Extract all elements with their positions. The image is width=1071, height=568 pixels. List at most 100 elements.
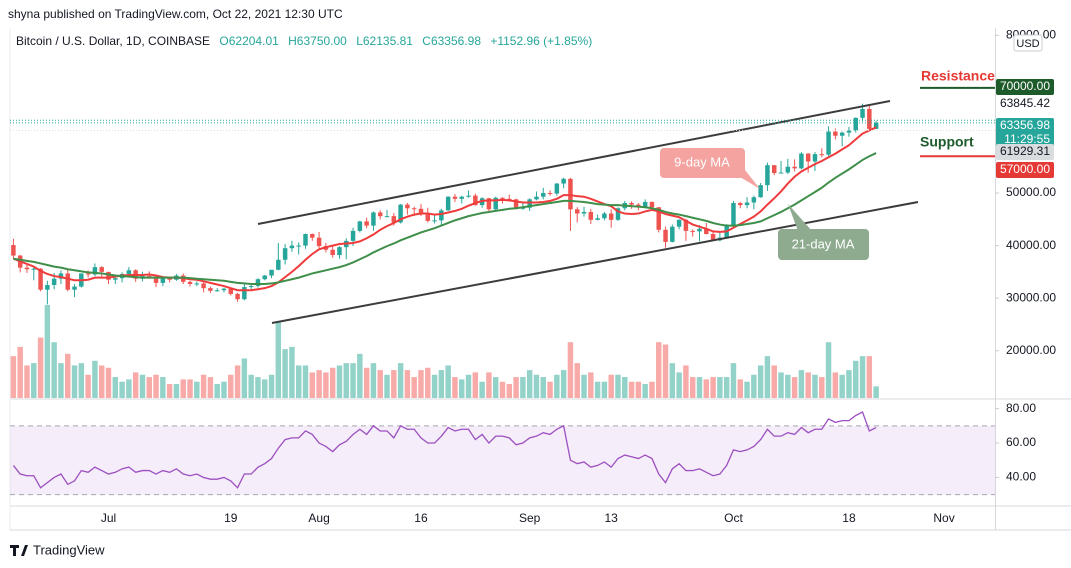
volume-bar <box>166 384 173 398</box>
candle-body <box>527 199 532 208</box>
volume-bar <box>588 372 594 398</box>
candle-body <box>364 221 369 226</box>
candle-body <box>58 273 64 279</box>
candle-body <box>391 216 397 223</box>
candle-body <box>758 185 763 198</box>
volume-bar <box>696 377 703 398</box>
volume-bar <box>200 374 207 398</box>
volume-bar <box>295 365 302 398</box>
candle-body <box>235 293 240 300</box>
volume-bar <box>635 381 642 398</box>
candle-body <box>160 278 166 283</box>
volume-bar <box>526 370 533 398</box>
candle-layer <box>11 103 879 305</box>
volume-bar <box>649 381 655 398</box>
candle-body <box>683 219 689 231</box>
candle-body <box>350 230 356 241</box>
volume-bar <box>370 363 377 398</box>
volume-bar <box>289 346 295 398</box>
candle-body <box>826 131 831 155</box>
candle-body <box>31 268 37 270</box>
candle-body <box>656 207 661 230</box>
volume-bar <box>44 305 51 398</box>
volume-bar <box>574 363 580 398</box>
volume-bar <box>819 377 825 398</box>
volume-bar <box>194 381 200 398</box>
candle-body <box>534 196 539 200</box>
volume-bar <box>683 365 689 398</box>
ma21-callout: 21-day MA <box>778 204 869 260</box>
volume-bar <box>431 374 438 398</box>
candle-body <box>799 153 804 169</box>
price-tag <box>996 144 1054 160</box>
candle-body <box>248 286 254 288</box>
price-tag-label: 70000.00 <box>1000 79 1050 93</box>
volume-bar <box>615 374 621 398</box>
price-tags: 70000.00 63845.42 63356.9811:29:5561929.31… <box>10 79 1054 178</box>
callout-label: 9-day MA <box>674 154 730 169</box>
currency: USD <box>1016 38 1039 50</box>
volume-bar <box>221 381 227 398</box>
volume-bar <box>241 358 248 398</box>
price-tag <box>996 96 1054 112</box>
volume-bar <box>832 372 839 398</box>
rsi-line <box>12 411 877 489</box>
volume-bar <box>554 374 560 398</box>
candle-body <box>595 218 600 220</box>
candle-body <box>710 234 716 241</box>
candle-body <box>208 288 213 291</box>
volume-bar <box>71 365 78 398</box>
volume-bar <box>262 379 268 398</box>
volume-bar <box>98 365 105 398</box>
volume-bar <box>567 342 574 398</box>
x-tick-label: Nov <box>933 511 954 525</box>
trendlines <box>257 100 919 324</box>
candle-body <box>377 212 383 217</box>
price-tag <box>996 118 1054 148</box>
volume-bar <box>24 365 30 398</box>
volume-bar <box>601 381 608 398</box>
upper-trendline <box>257 100 891 225</box>
candle-body <box>602 213 607 219</box>
volume-bar <box>146 377 152 398</box>
volume-bar <box>608 374 614 398</box>
x-tick-label: 18 <box>842 511 856 525</box>
candle-body <box>282 248 288 260</box>
volume-bar <box>805 372 811 398</box>
volume-bar <box>459 379 465 398</box>
ohlc-value: O62204.01 <box>219 34 279 48</box>
volume-bar <box>520 377 526 398</box>
price-tag-label: 57000.00 <box>1000 162 1050 176</box>
volume-layer <box>10 305 879 398</box>
volume-bar <box>377 370 383 398</box>
candle-body <box>704 228 709 235</box>
volume-bar <box>173 384 180 398</box>
x-tick-label: Sep <box>519 511 541 525</box>
candle-body <box>873 122 879 129</box>
candle-body <box>201 283 206 289</box>
candle-body <box>670 226 675 242</box>
candle-body <box>357 221 363 231</box>
volume-bar <box>628 381 635 398</box>
volume-bar <box>560 370 567 398</box>
candle-body <box>608 213 614 220</box>
candle-body <box>805 153 811 162</box>
volume-bar <box>275 321 282 398</box>
volume-bar <box>126 379 132 398</box>
callout-box <box>660 148 745 178</box>
ohlc-value: H63750.00 <box>288 34 347 48</box>
resistance-label: Resistance <box>921 68 995 84</box>
ohlc-value: C63356.98 <box>422 34 481 48</box>
candle-body <box>106 271 111 280</box>
candle-body <box>839 132 845 136</box>
volume-bar <box>717 377 723 398</box>
candle-body <box>262 275 267 280</box>
x-axis: Jul 19 Aug 16 Sep 13 Oct 18 Nov <box>101 511 955 525</box>
candle-body <box>846 130 852 133</box>
volume-bar <box>676 372 682 398</box>
candle-body <box>547 193 553 195</box>
candle-body <box>561 178 566 184</box>
ma-line <box>13 152 877 285</box>
volume-bar <box>343 363 349 398</box>
volume-bar <box>472 372 479 398</box>
